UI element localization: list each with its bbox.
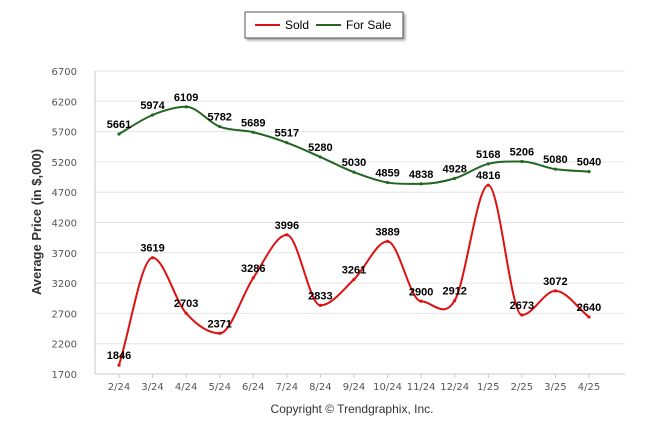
y-tick-label: 3700 [52, 249, 77, 260]
data-point-sold[interactable] [251, 276, 255, 280]
data-point-sold[interactable] [419, 299, 423, 303]
y-tick-label: 4200 [52, 219, 77, 230]
y-tick-label: 6700 [52, 67, 77, 78]
data-point-sold[interactable] [184, 311, 188, 315]
data-label-for-sale: 4928 [442, 163, 466, 175]
data-point-for-sale[interactable] [184, 105, 188, 109]
data-label-sold: 2673 [510, 300, 534, 312]
x-tick-labels: 2/24 3/24 4/24 5/24 6/24 7/24 8/24 9/24 10/24 11/… [108, 382, 600, 393]
data-point-sold[interactable] [486, 183, 490, 187]
x-tick-label: 6/24 [242, 382, 264, 393]
series-line-sold [118, 184, 590, 366]
data-label-for-sale: 5517 [275, 128, 299, 140]
data-labels: 1846 3619 2703 2371 3286 3996 2833 3261 3889 2900… [107, 92, 601, 362]
copyright-credit: Copyright © Trendgraphix, Inc. [271, 402, 434, 416]
data-label-sold: 3072 [543, 276, 567, 288]
y-tick-label: 3200 [52, 279, 77, 290]
data-point-sold[interactable] [117, 363, 121, 367]
x-tick-label: 3/25 [544, 382, 566, 393]
data-point-sold[interactable] [453, 298, 457, 303]
data-label-sold: 4816 [476, 170, 500, 182]
x-tick-label: 4/24 [175, 382, 197, 393]
data-point-for-sale[interactable] [318, 155, 323, 159]
data-label-sold: 2833 [308, 290, 332, 302]
data-label-sold: 3996 [275, 220, 299, 232]
legend-label-sold[interactable]: Sold [285, 18, 309, 32]
data-label-for-sale: 5206 [510, 147, 534, 159]
data-point-sold[interactable] [385, 239, 390, 243]
data-label-for-sale: 5030 [342, 157, 366, 169]
y-tick-label: 6200 [52, 97, 77, 108]
x-tick-label: 8/24 [309, 382, 331, 393]
data-label-for-sale: 4838 [409, 169, 433, 181]
data-label-sold: 3261 [342, 264, 366, 276]
data-label-sold: 2371 [207, 318, 231, 330]
x-tick-label: 7/24 [276, 382, 298, 393]
data-label-sold: 1846 [107, 350, 131, 362]
data-label-for-sale: 6109 [174, 92, 198, 104]
data-point-for-sale[interactable] [419, 182, 423, 186]
y-tick-label: 2200 [52, 340, 77, 351]
data-point-sold[interactable] [150, 256, 155, 260]
y-tick-label: 5200 [52, 158, 77, 169]
y-tick-label: 4700 [52, 188, 77, 199]
data-label-sold: 2640 [577, 302, 601, 314]
data-point-for-sale[interactable] [117, 132, 121, 136]
series-layer [117, 105, 591, 367]
x-tick-label: 4/25 [578, 382, 600, 393]
data-label-for-sale: 4859 [375, 168, 399, 180]
x-tick-label: 1/25 [477, 382, 499, 393]
y-axis-title: Average Price (in $,000) [29, 149, 44, 295]
data-point-for-sale[interactable] [251, 130, 255, 134]
x-tick-label: 5/24 [208, 382, 230, 393]
legend-label-for-sale[interactable]: For Sale [346, 18, 392, 32]
data-point-for-sale[interactable] [520, 159, 524, 164]
y-tick-label: 5700 [52, 128, 77, 139]
data-label-for-sale: 5280 [308, 142, 332, 154]
data-point-for-sale[interactable] [352, 170, 356, 174]
data-label-sold: 2703 [174, 298, 198, 310]
data-point-for-sale[interactable] [553, 167, 558, 171]
x-tick-label: 9/24 [343, 382, 365, 393]
data-point-for-sale[interactable] [218, 125, 222, 129]
data-point-for-sale[interactable] [453, 176, 457, 180]
data-label-sold: 2912 [442, 286, 466, 298]
data-label-for-sale: 5782 [207, 112, 231, 124]
data-point-sold[interactable] [218, 331, 222, 335]
x-tick-label: 12/24 [440, 382, 469, 393]
data-point-for-sale[interactable] [587, 169, 591, 174]
data-label-for-sale: 5974 [140, 100, 165, 112]
data-point-sold[interactable] [352, 277, 356, 282]
data-point-sold[interactable] [553, 289, 558, 293]
x-tick-label: 2/25 [511, 382, 533, 393]
data-label-for-sale: 5168 [476, 149, 500, 161]
data-point-sold[interactable] [318, 303, 323, 307]
data-label-for-sale: 5661 [107, 119, 131, 131]
data-point-sold[interactable] [285, 233, 289, 237]
y-tick-labels: 1700 2200 2700 3200 3700 4200 4700 5200 5700 6200… [52, 67, 77, 381]
x-tick-label: 3/24 [141, 382, 163, 393]
data-label-for-sale: 5040 [577, 157, 601, 169]
x-tick-label: 11/24 [407, 382, 436, 393]
legend[interactable]: Sold For Sale [244, 11, 404, 39]
y-tick-label: 1700 [52, 370, 77, 381]
x-tick-label: 2/24 [108, 382, 130, 393]
y-tick-label: 2700 [52, 309, 77, 320]
gridlines [95, 70, 625, 378]
data-point-for-sale[interactable] [385, 180, 390, 185]
data-label-for-sale: 5689 [241, 117, 265, 129]
data-label-sold: 3619 [140, 243, 164, 255]
data-label-for-sale: 5080 [543, 154, 567, 166]
data-point-sold[interactable] [587, 315, 591, 319]
data-point-for-sale[interactable] [486, 162, 490, 166]
x-tick-label: 10/24 [373, 382, 402, 393]
data-label-sold: 3889 [375, 226, 399, 238]
data-point-for-sale[interactable] [285, 141, 289, 145]
data-point-for-sale[interactable] [150, 113, 155, 117]
data-label-sold: 3286 [241, 263, 265, 275]
data-label-sold: 2900 [409, 286, 433, 298]
data-point-sold[interactable] [520, 313, 524, 317]
